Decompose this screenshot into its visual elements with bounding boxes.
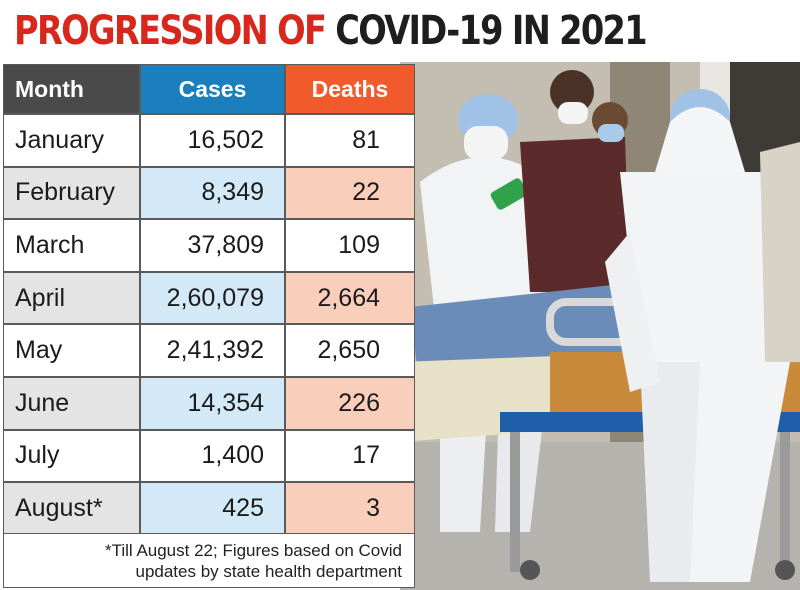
deaths-cell: 22	[285, 166, 415, 220]
cases-cell: 425	[140, 482, 285, 535]
deaths-cell: 2,650	[285, 324, 415, 377]
footnote-line-2: updates by state health department	[135, 562, 402, 581]
table-row: April 2,60,079 2,664	[3, 271, 415, 325]
deaths-cell: 109	[285, 219, 415, 272]
footnote-line-1: *Till August 22; Figures based on Covid	[104, 541, 402, 560]
header-month: Month	[3, 64, 140, 114]
header-cases: Cases	[140, 64, 285, 114]
table-header-row: Month Cases Deaths	[3, 64, 415, 114]
cases-cell: 8,349	[140, 166, 285, 220]
month-cell: June	[3, 376, 140, 430]
cases-cell: 1,400	[140, 429, 285, 483]
month-cell: February	[3, 166, 140, 220]
title-part-red: PROGRESSION OF	[14, 8, 327, 54]
month-cell: April	[3, 271, 140, 325]
table-row: May 2,41,392 2,650	[3, 324, 415, 377]
table-row: July 1,400 17	[3, 429, 415, 483]
cases-cell: 37,809	[140, 219, 285, 272]
deaths-cell: 226	[285, 376, 415, 430]
covid-table: Month Cases Deaths January 16,502 81 Feb…	[3, 64, 415, 535]
month-cell: January	[3, 114, 140, 167]
photo-healthcare-workers	[400, 62, 800, 590]
title-bar: PROGRESSION OF COVID-19 IN 2021	[0, 0, 800, 62]
table-row: January 16,502 81	[3, 114, 415, 167]
photo-illustration	[400, 62, 800, 590]
month-cell: March	[3, 219, 140, 272]
table-row: February 8,349 22	[3, 166, 415, 220]
deaths-cell: 3	[285, 482, 415, 535]
table-row: June 14,354 226	[3, 376, 415, 430]
header-deaths: Deaths	[285, 64, 415, 114]
page-title: PROGRESSION OF COVID-19 IN 2021	[14, 6, 648, 56]
month-cell: August*	[3, 482, 140, 535]
month-cell: July	[3, 429, 140, 483]
cases-cell: 2,41,392	[140, 324, 285, 377]
cases-cell: 16,502	[140, 114, 285, 167]
title-part-black: COVID-19 IN 2021	[335, 8, 647, 54]
footnote: *Till August 22; Figures based on Covid …	[3, 533, 415, 588]
table-row: March 37,809 109	[3, 219, 415, 272]
table-row: August* 425 3	[3, 482, 415, 535]
cases-cell: 14,354	[140, 376, 285, 430]
deaths-cell: 17	[285, 429, 415, 483]
deaths-cell: 2,664	[285, 271, 415, 325]
month-cell: May	[3, 324, 140, 377]
cases-cell: 2,60,079	[140, 271, 285, 325]
deaths-cell: 81	[285, 114, 415, 167]
